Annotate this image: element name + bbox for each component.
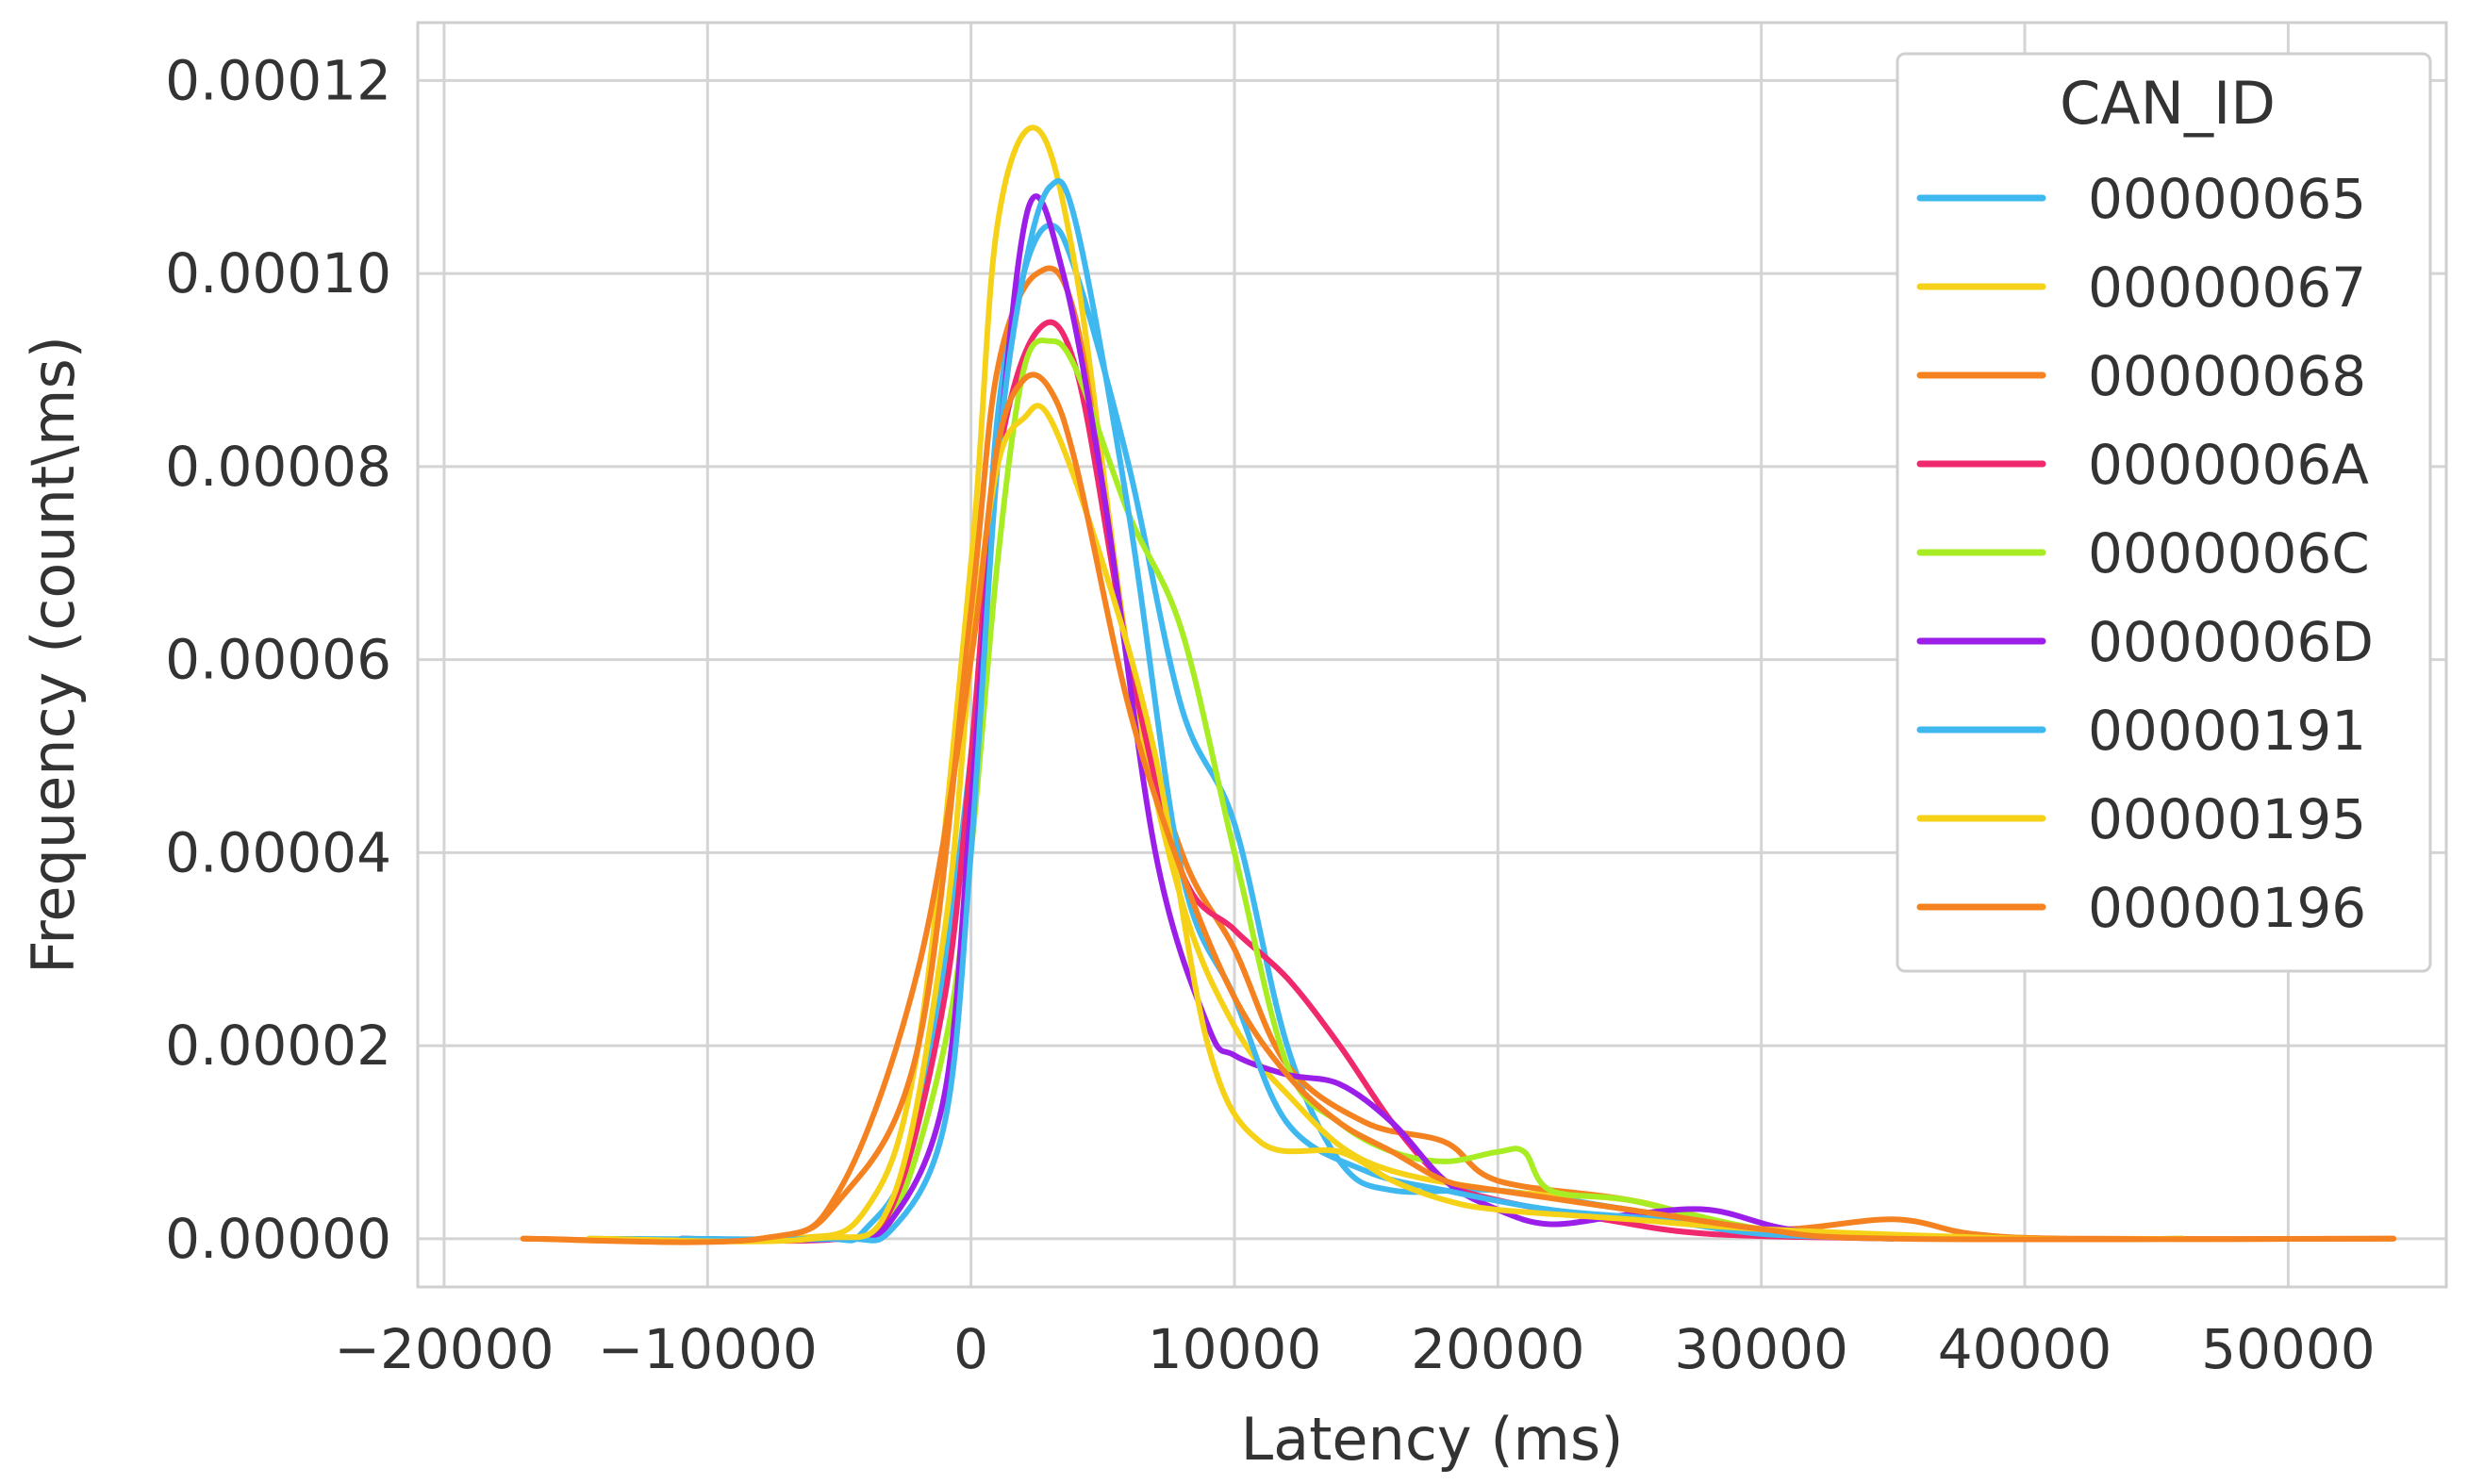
legend-title: CAN_ID [2060,69,2276,138]
legend-label: 00000195 [2088,787,2366,851]
series-line-00000191 [678,178,1896,1244]
legend-item: 0000006D [1916,610,2374,674]
legend-label: 00000067 [2088,256,2366,320]
legend-item: 0000006A [1916,433,2369,497]
series-line-0000006D [678,193,1896,1244]
x-tick-label: 30000 [1674,1317,1848,1381]
series-line-00000195 [586,403,2186,1245]
legend-label: 0000006A [2088,433,2369,497]
legend-label: 00000065 [2088,167,2366,231]
y-tick-label: 0.00000 [165,1207,391,1271]
legend-item: 00000191 [1916,699,2366,763]
y-tick-label: 0.00004 [165,820,391,884]
legend-item: 00000065 [1916,167,2366,231]
legend-label: 0000006D [2088,610,2374,674]
series-line-00000196 [520,371,2397,1245]
x-tick-label: 50000 [2201,1317,2376,1381]
legend-item: 00000068 [1916,344,2366,408]
y-tick-label: 0.00008 [165,435,391,499]
legend-label: 00000068 [2088,344,2366,408]
legend-label: 00000191 [2088,699,2366,763]
legend-box [1896,52,2432,973]
legend-label: 00000196 [2088,876,2366,940]
tick-labels: −20000 −10000 0 10000 20000 30000 40000 50000 0.… [165,48,2376,1381]
y-tick-label: 0.00002 [165,1014,391,1078]
legend-item: 0000006C [1916,521,2370,585]
plot-area-frame [416,21,2448,1289]
x-tick-label: 0 [953,1317,988,1381]
legend-item: 00000196 [1916,876,2366,940]
y-axis-label: Frequency (count\ms) [19,336,88,974]
legend-label: 0000006C [2088,521,2370,585]
y-tick-label: 0.00012 [165,48,391,112]
y-tick-label: 0.00006 [165,628,391,692]
series-line-0000006C [678,338,1896,1244]
x-tick-label: 10000 [1148,1317,1322,1381]
series-lines [520,124,2397,1245]
series-line-00000068 [520,265,2397,1245]
x-axis-label: Latency (ms) [1241,1405,1624,1474]
y-tick-label: 0.00010 [165,241,391,305]
legend: CAN_ID 0000006500000067000000680000006A0… [1896,52,2432,973]
legend-item: 00000195 [1916,787,2366,851]
x-tick-label: −20000 [334,1317,554,1381]
legend-item: 00000067 [1916,256,2366,320]
x-tick-label: 20000 [1411,1317,1585,1381]
x-tick-label: −10000 [598,1317,818,1381]
series-line-0000006A [678,319,1896,1245]
legend-items: 00000065 00000067 00000068 0000006A 0000006C… [1916,167,2374,940]
x-tick-label: 40000 [1938,1317,2112,1381]
